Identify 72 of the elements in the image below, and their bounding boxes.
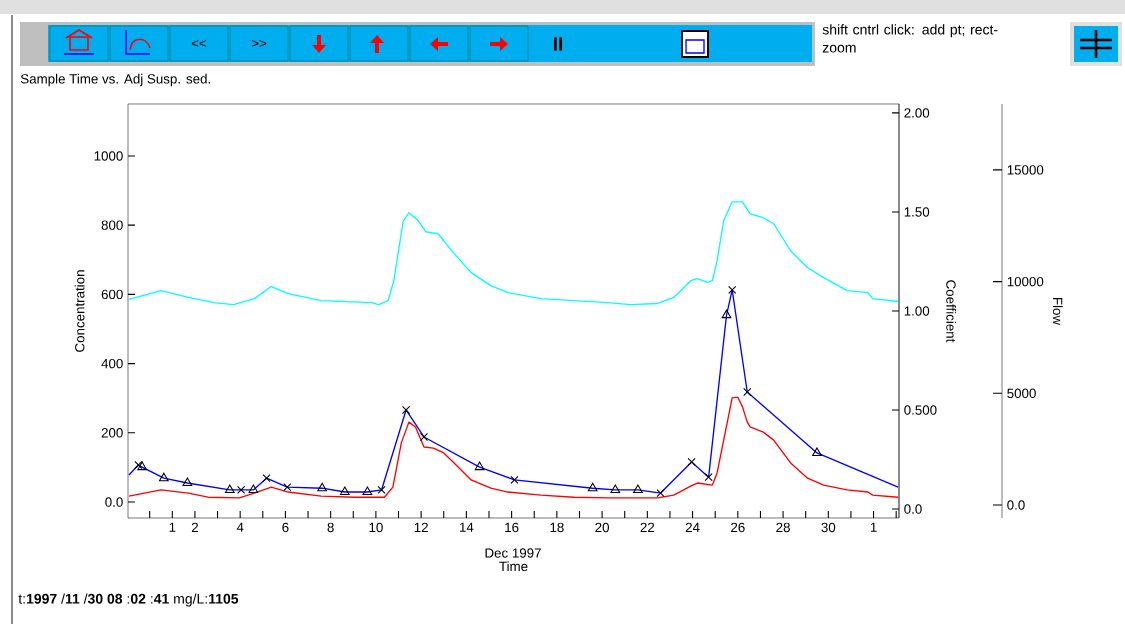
point bbox=[283, 483, 292, 492]
y2-tick-label: 1.50 bbox=[904, 207, 930, 217]
y2-tick-label: 2.00 bbox=[904, 108, 930, 118]
x-tick-label: 14 bbox=[459, 522, 474, 532]
y-tick-label: 800 bbox=[101, 220, 123, 230]
text: II bbox=[553, 37, 563, 51]
point bbox=[474, 461, 485, 471]
text: << bbox=[191, 40, 207, 47]
point bbox=[419, 432, 429, 442]
x-tick-label: 16 bbox=[505, 522, 519, 533]
x-tick-label: 4 bbox=[236, 522, 244, 532]
point bbox=[510, 475, 519, 484]
y-tick-label: 200 bbox=[101, 428, 123, 438]
y2-tick-label: 1.00 bbox=[904, 306, 930, 316]
point bbox=[339, 486, 350, 496]
x-tick-label: 1 bbox=[870, 522, 877, 532]
text: t:1997 /11 /30 08 :02 :41 mg/L:1105 bbox=[18, 593, 239, 607]
point bbox=[587, 482, 598, 492]
point bbox=[158, 472, 169, 482]
point bbox=[721, 309, 732, 319]
y2-tick-label: 0.500 bbox=[904, 405, 937, 415]
x-tick-label: 2 bbox=[191, 522, 198, 533]
point bbox=[401, 405, 411, 415]
point bbox=[610, 484, 621, 493]
text: Dec 1997 bbox=[485, 548, 541, 558]
y3-tick-label: 15000 bbox=[1007, 165, 1044, 175]
point bbox=[362, 486, 373, 496]
point bbox=[633, 484, 643, 493]
text: >> bbox=[251, 40, 267, 47]
point bbox=[137, 461, 148, 471]
point bbox=[812, 447, 822, 456]
x-tick-label: 24 bbox=[685, 522, 700, 533]
y2-axis-title: Coefficient bbox=[946, 280, 957, 343]
y-tick-label: 1000 bbox=[94, 151, 123, 161]
point bbox=[728, 285, 737, 294]
text: shift cntrl click: add pt; rect-zoom bbox=[822, 24, 998, 53]
line-series bbox=[128, 201, 899, 306]
y2-tick-label: 0.0 bbox=[904, 504, 922, 514]
line-series bbox=[128, 396, 899, 499]
point bbox=[704, 473, 713, 482]
y3-tick-label: 0.0 bbox=[1007, 500, 1025, 510]
point bbox=[377, 485, 386, 495]
x-axis-title: Time bbox=[499, 561, 528, 572]
x-tick-label: 20 bbox=[595, 522, 609, 533]
y-tick-label: 600 bbox=[101, 289, 123, 300]
x-tick-label: 6 bbox=[282, 522, 289, 533]
x-tick-label: 12 bbox=[414, 522, 428, 533]
point bbox=[182, 477, 193, 487]
point bbox=[687, 457, 696, 466]
x-tick-label: 18 bbox=[550, 522, 564, 533]
x-tick-label: 30 bbox=[821, 522, 836, 533]
x-tick-label: 1 bbox=[169, 522, 176, 532]
point bbox=[134, 460, 143, 470]
x-tick-label: 8 bbox=[327, 522, 334, 533]
x-tick-label: 26 bbox=[731, 522, 745, 533]
chart-title: Sample Time vs. Adj Susp. sed. bbox=[20, 73, 210, 87]
x-tick-label: 10 bbox=[369, 522, 383, 533]
point bbox=[656, 488, 665, 498]
point bbox=[743, 387, 752, 397]
point bbox=[248, 484, 259, 493]
y3-axis-title: Flow bbox=[1052, 298, 1063, 326]
y-axis-title: Concentration bbox=[74, 270, 85, 352]
x-tick-label: 28 bbox=[776, 522, 790, 533]
y3-tick-label: 5000 bbox=[1007, 388, 1036, 399]
point bbox=[262, 474, 271, 483]
point bbox=[317, 482, 328, 492]
y-tick-label: 400 bbox=[101, 358, 123, 369]
point bbox=[224, 484, 235, 493]
y-tick-label: 0.0 bbox=[105, 497, 123, 507]
x-tick-label: 22 bbox=[640, 522, 655, 533]
y3-tick-label: 10000 bbox=[1007, 276, 1044, 287]
point bbox=[237, 485, 246, 495]
